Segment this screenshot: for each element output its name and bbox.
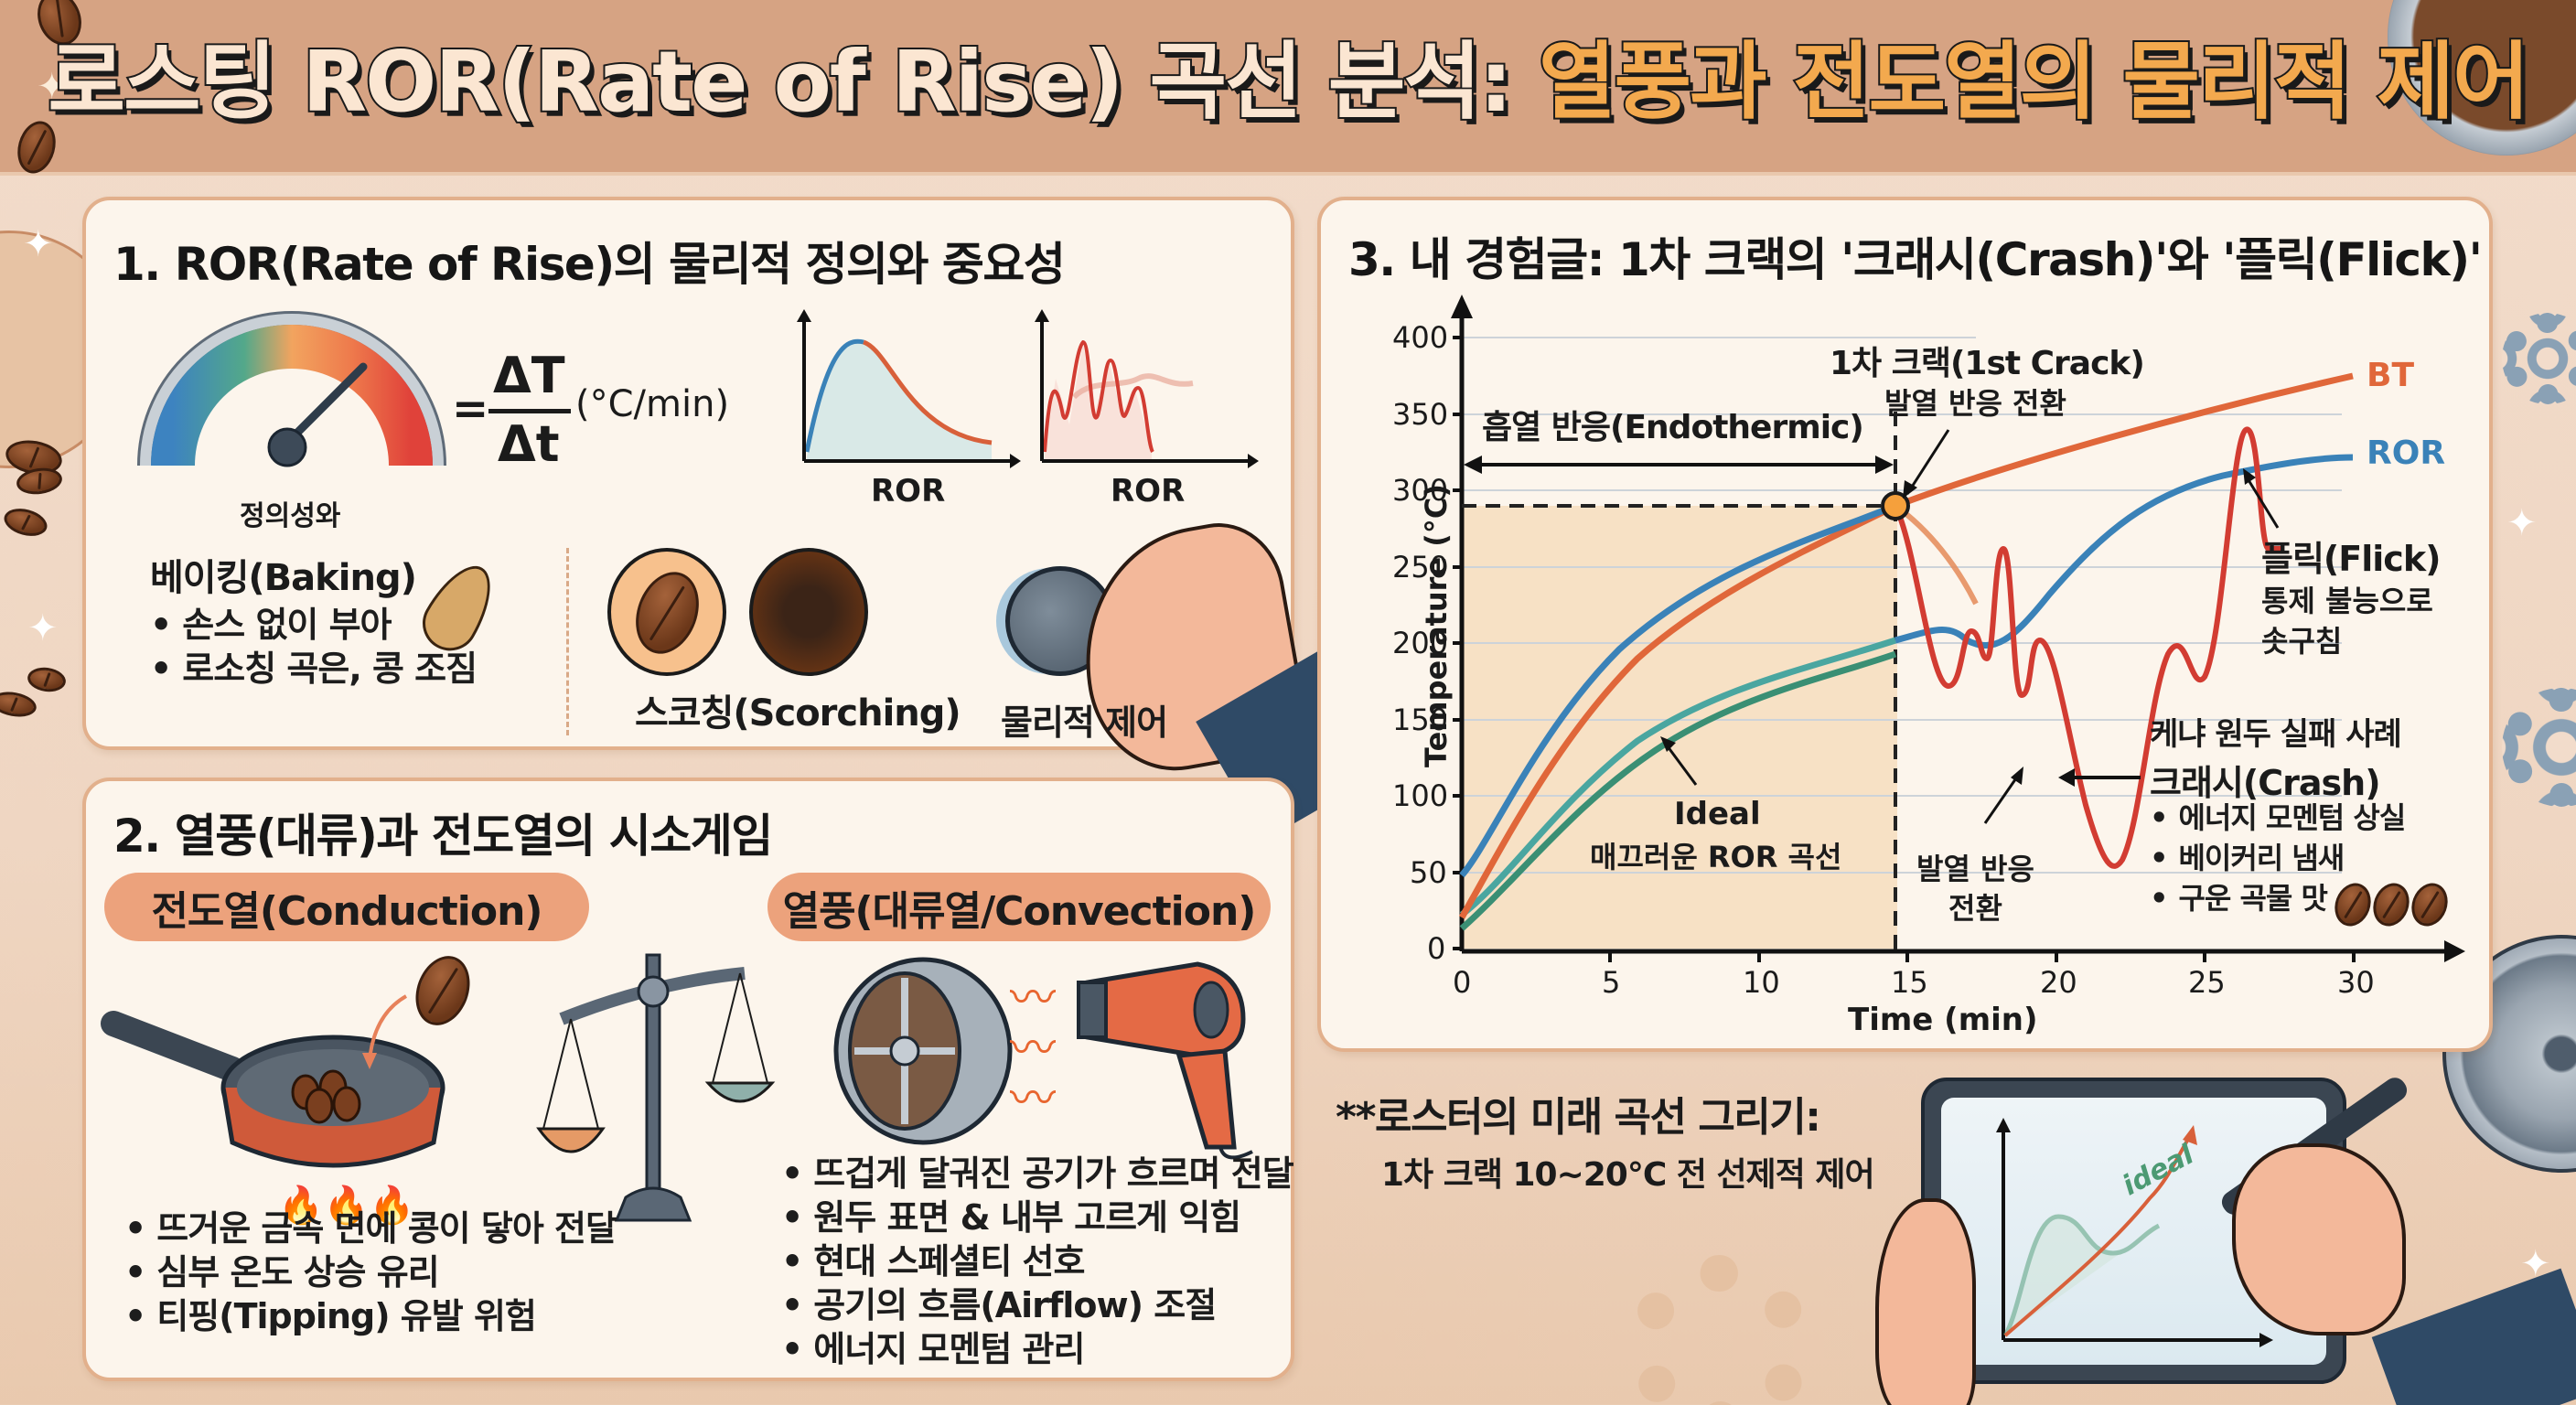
x-tick-label: 25: [2188, 965, 2226, 1000]
flick-title: 플릭(Flick): [2261, 539, 2441, 579]
formula-unit: (°C/min): [575, 383, 730, 425]
y-tick-label: 350: [1392, 397, 1449, 432]
section-ror-definition: 1. ROR(Rate of Rise)의 물리적 정의와 중요성 정의성와 =…: [82, 197, 1391, 841]
scorched-bean-icon: [749, 548, 868, 676]
smooth-ror-label: ROR: [871, 473, 946, 509]
x-tick-label: 15: [1891, 965, 1928, 1000]
y-tick-label: 0: [1427, 931, 1446, 966]
y-tick-label: 250: [1392, 550, 1449, 585]
x-axis-label: Time (min): [1848, 1002, 2038, 1038]
convection-bullet: 원두 표면 & 내부 고르게 익힘: [781, 1196, 1293, 1239]
flick-line2: 통제 불능으로: [2261, 584, 2433, 618]
page-title: 로스팅 ROR(Rate of Rise) 곡선 분석: 열풍과 전도열의 물리…: [0, 27, 2576, 137]
x-tick-label: 0: [1453, 965, 1472, 1000]
crash-bullets: 에너지 모멘텀 상실 베이커리 냄새 구운 곡물 맛: [2150, 798, 2406, 918]
conduction-bullet: 심부 온도 상승 유리: [124, 1250, 617, 1294]
convection-bullet: 공기의 흐름(Airflow) 조절: [781, 1283, 1293, 1327]
legend-ror: ROR: [2367, 434, 2446, 472]
convection-bullet: 에너지 모멘텀 관리: [781, 1327, 1293, 1371]
control-label: 물리적 제어: [1001, 702, 1168, 743]
dashed-divider: [566, 548, 569, 735]
section-convection-conduction: 2. 열풍(대류)과 전도열의 시소게임 전도열(Conduction) 열풍(…: [82, 778, 1294, 1381]
crash-bullet: 베이커리 냄새: [2150, 838, 2405, 878]
convection-bullets: 뜨겁게 달궈진 공기가 흐르며 전달 원두 표면 & 내부 고르게 익힘 현대 …: [781, 1152, 1293, 1371]
legend-bt: BT: [2367, 357, 2414, 394]
y-tick-label: 50: [1410, 855, 1447, 890]
scorching-label: 스코칭(Scorching): [635, 692, 961, 735]
ideal-label: Ideal: [1674, 796, 1761, 832]
x-tick-label: 30: [2337, 965, 2375, 1000]
exothermic-label: 발열 반응: [1916, 852, 2034, 886]
ideal-sublabel: 매끄러운 ROR 곡선: [1590, 840, 1842, 874]
section1-title: 1. ROR(Rate of Rise)의 물리적 정의와 중요성: [113, 238, 1066, 291]
convection-pill: 열풍(대류열/Convection): [767, 873, 1271, 941]
convection-bullet: 현대 스페셜티 선호: [781, 1239, 1293, 1283]
holding-hand-illustration: [1875, 1198, 1976, 1405]
flick-line3: 솟구침: [2261, 624, 2343, 659]
balance-scale-icon: [536, 953, 776, 1222]
hair-dryer-icon: [1077, 961, 1253, 1160]
y-tick-label: 400: [1392, 320, 1449, 355]
hot-air-waves-icon: 〰〰〰: [1010, 971, 1056, 1125]
baking-bullet: 손스 없이 부아: [150, 603, 477, 647]
future-curve-title: **로스터의 미래 곡선 그리기:: [1336, 1094, 1821, 1141]
gauge-label: 정의성와: [240, 500, 341, 532]
y-tick-label: 100: [1392, 778, 1449, 813]
formula-numerator: ΔT: [493, 347, 565, 404]
x-tick-label: 10: [1743, 965, 1780, 1000]
future-curve-subtitle: 1차 크랙 10~20°C 전 선제적 제어: [1381, 1156, 1875, 1194]
formula-denominator: Δt: [498, 415, 560, 473]
formula-equals: =: [452, 383, 489, 434]
smooth-ror-mini-chart: [797, 309, 1021, 468]
y-tick-label: 150: [1392, 702, 1449, 737]
crash-bullet: 구운 곡물 맛: [2150, 878, 2405, 918]
x-tick-label: 20: [2040, 965, 2077, 1000]
y-tick-label: 200: [1392, 626, 1449, 660]
frying-pan-icon: [101, 994, 445, 1168]
roasting-drum-icon: [833, 957, 1013, 1145]
erratic-ror-mini-chart: [1035, 309, 1259, 468]
page-title-main: 로스팅 ROR(Rate of Rise) 곡선 분석:: [46, 31, 1539, 133]
writing-hand-illustration: [2232, 1143, 2406, 1335]
gauge-icon: [137, 311, 446, 467]
formula-divider: [488, 409, 571, 413]
page-title-highlight: 열풍과 전도열의 물리적 제어: [1537, 31, 2532, 133]
conduction-bullet: 티핑(Tipping) 유발 위험: [124, 1294, 617, 1338]
exothermic-sublabel: 전환: [1948, 891, 2002, 926]
convection-bullet: 뜨겁게 달궈진 공기가 흐르며 전달: [781, 1152, 1293, 1196]
tablet-ideal-curve-drawing: [1996, 1118, 2273, 1347]
sparkle-icon: ✦: [27, 607, 59, 649]
baking-bullet: 로소칭 곡은, 콩 조짐: [150, 647, 478, 691]
kenya-case-label: 케냐 원두 실패 사례: [2150, 716, 2402, 753]
baking-title: 베이킹(Baking): [150, 557, 417, 599]
sparkle-icon: ✦: [23, 223, 54, 265]
title-banner: ✦ 로스팅 ROR(Rate of Rise) 곡선 분석: 열풍과 전도열의 …: [0, 0, 2576, 178]
section2-title: 2. 열풍(대류)과 전도열의 시소게임: [113, 810, 773, 863]
sparkle-icon: ✦: [37, 66, 68, 108]
conduction-pill: 전도열(Conduction): [104, 873, 589, 941]
section3-title: 3. 내 경험글: 1차 크랙의 '크래시(Crash)'와 '플릭(Flick…: [1348, 233, 2483, 286]
endothermic-label: 흡열 반응(Endothermic): [1482, 409, 1864, 446]
gear-icon: [2502, 313, 2576, 404]
first-crack-label: 1차 크랙(1st Crack): [1830, 345, 2145, 382]
y-tick-label: 300: [1392, 473, 1449, 508]
crash-title: 크래시(Crash): [2150, 763, 2381, 803]
conduction-bullet: 뜨거운 금속 면에 콩이 닿아 전달: [124, 1207, 617, 1250]
x-tick-label: 5: [1602, 965, 1621, 1000]
crash-bullet: 에너지 모멘텀 상실: [2150, 798, 2406, 838]
baking-bullets: 손스 없이 부아 로소칭 곡은, 콩 조짐: [150, 603, 478, 691]
tablet-device: [1921, 1078, 2346, 1384]
erratic-ror-label: ROR: [1111, 473, 1186, 509]
conduction-bullets: 뜨거운 금속 면에 콩이 닿아 전달 심부 온도 상승 유리 티핑(Tippin…: [124, 1207, 617, 1338]
first-crack-sublabel: 발열 반응 전환: [1884, 386, 2066, 421]
sparkle-icon: ✦: [2506, 502, 2538, 544]
